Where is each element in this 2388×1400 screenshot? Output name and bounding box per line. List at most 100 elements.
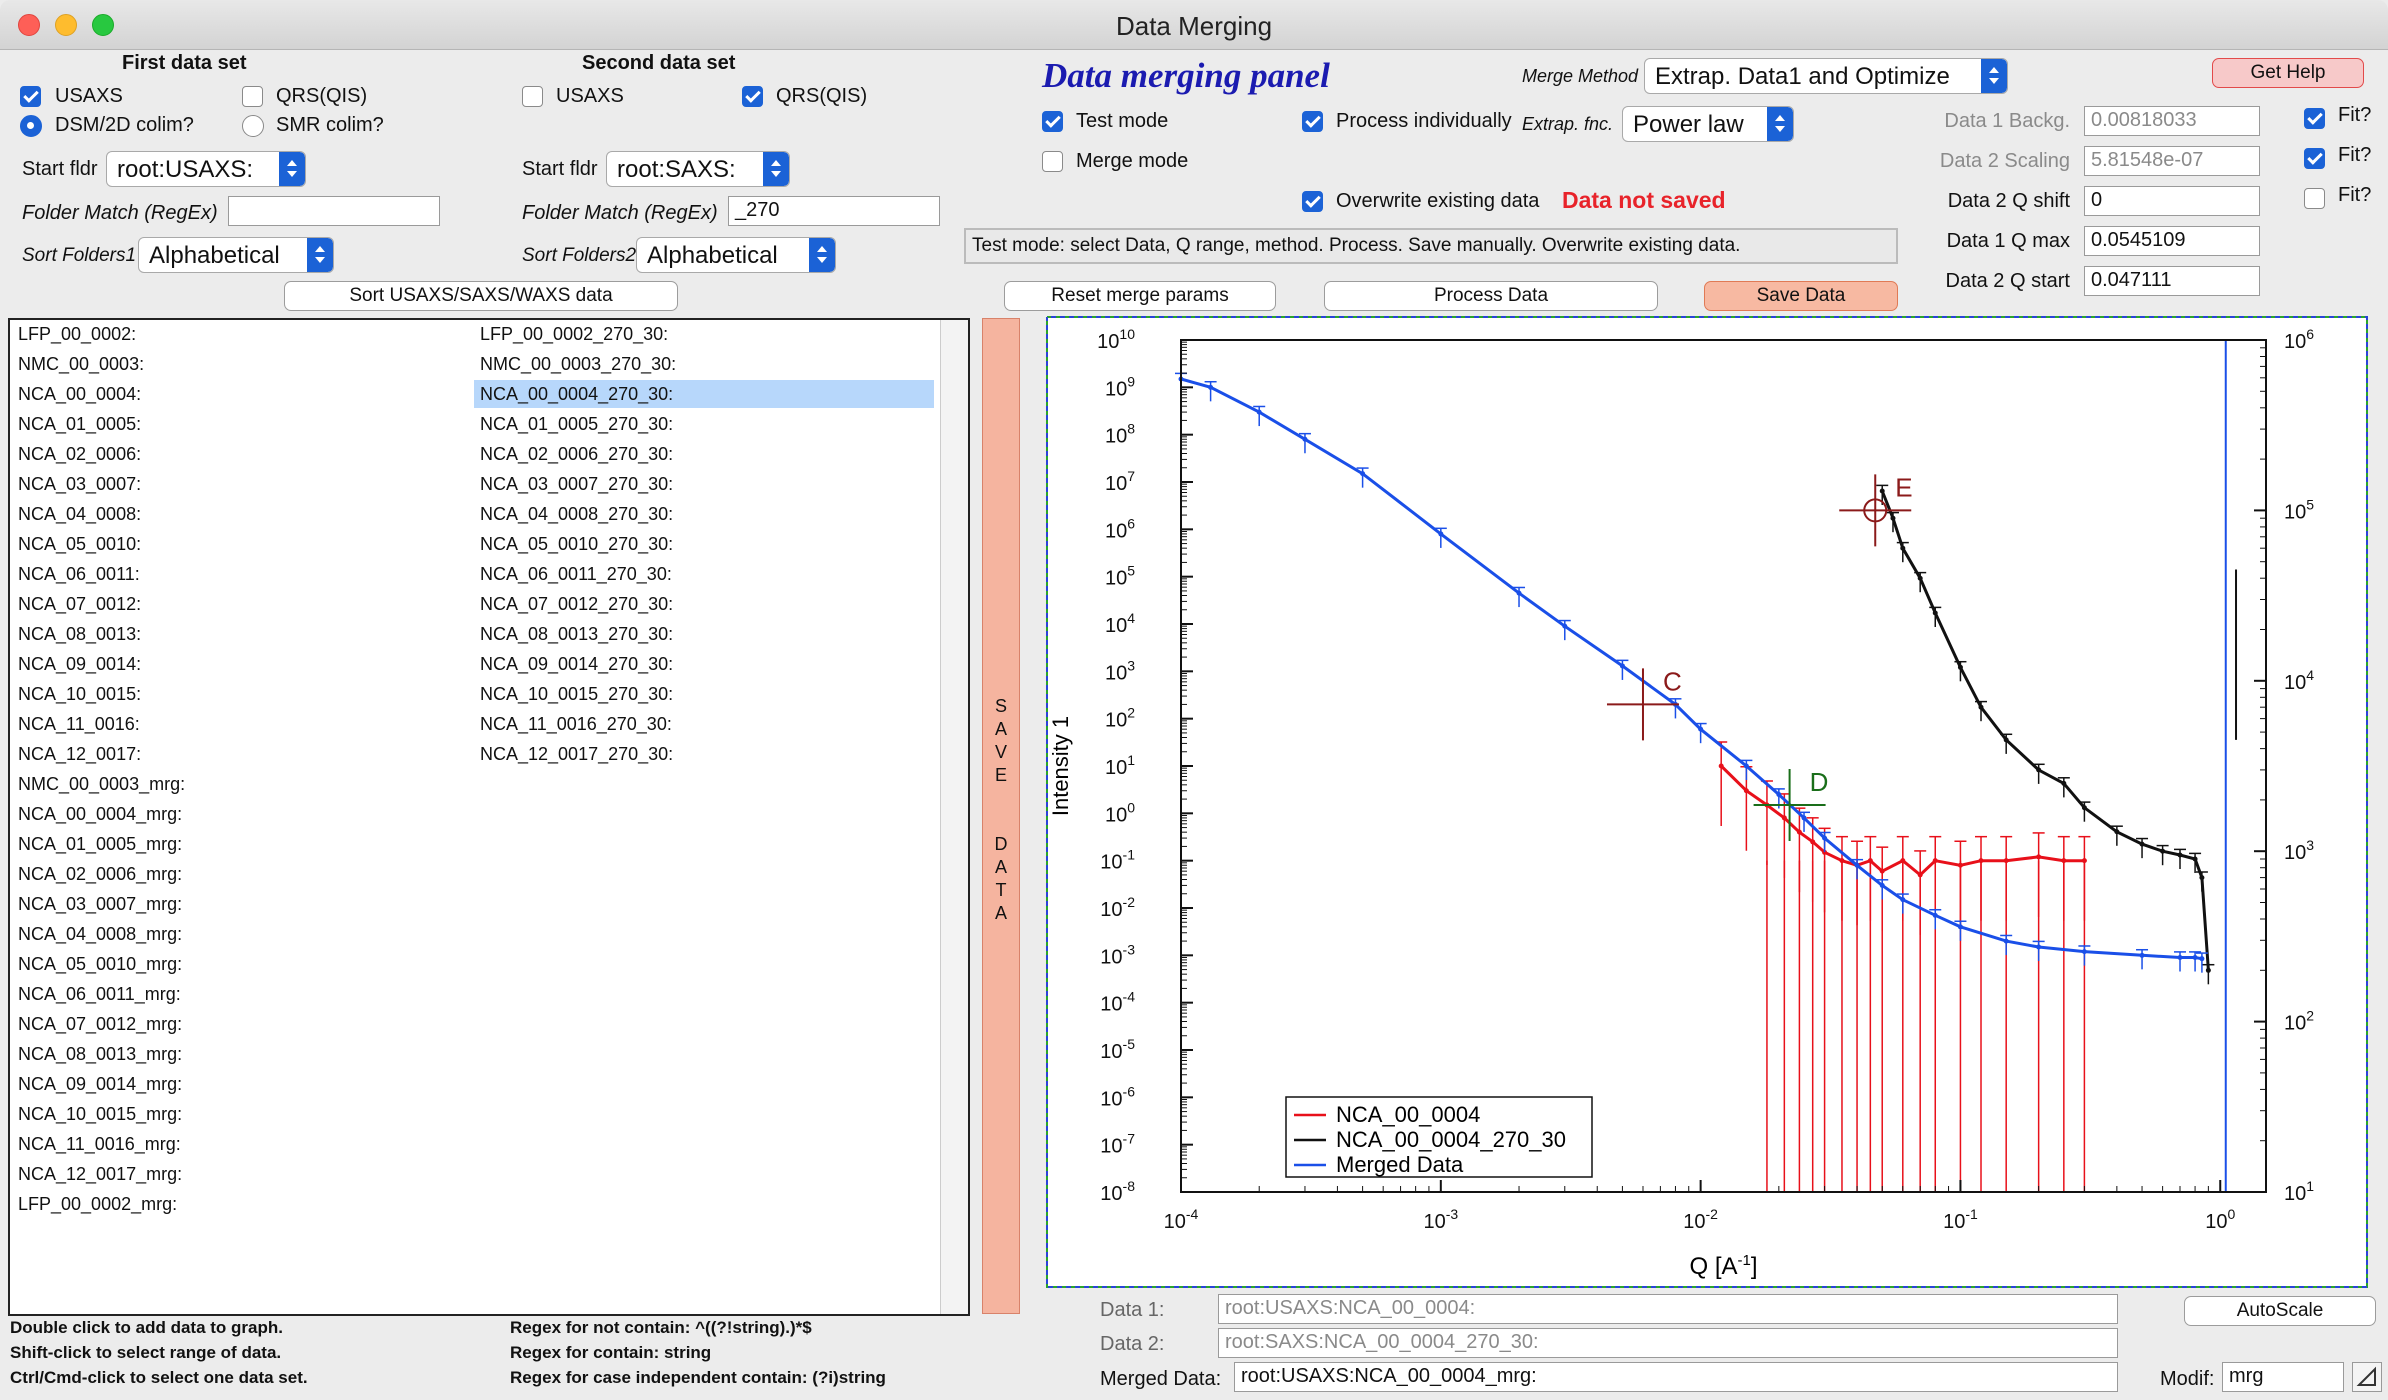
first-usaxs-checkbox[interactable] xyxy=(20,86,41,107)
smr-colim-radio[interactable] xyxy=(242,115,264,137)
list-item[interactable]: NCA_00_0004_mrg: xyxy=(18,804,183,824)
list-item[interactable]: NCA_06_0011_mrg: xyxy=(18,984,181,1004)
list-item[interactable]: NCA_07_0012_270_30: xyxy=(480,594,674,614)
sort-folders1-label: Sort Folders1 xyxy=(22,245,137,266)
list-item[interactable]: NCA_07_0012: xyxy=(18,594,142,614)
resize-grip-icon[interactable] xyxy=(2352,1362,2382,1392)
y-tick-label: 10-5 xyxy=(1100,1036,1135,1063)
second-folder-match-input[interactable]: _270 xyxy=(728,196,940,226)
first-qrs-checkbox[interactable] xyxy=(242,86,263,107)
process-data-button[interactable]: Process Data xyxy=(1324,281,1658,311)
x-tick-label: 10-2 xyxy=(1683,1206,1718,1233)
fit-checkbox[interactable] xyxy=(2304,188,2325,209)
y2-tick-label: 106 xyxy=(2284,326,2314,353)
merge-mode-label: Merge mode xyxy=(1076,150,1189,172)
second-start-fldr-select[interactable]: root:SAXS: xyxy=(606,151,790,187)
list-item[interactable]: NCA_02_0006: xyxy=(18,444,142,464)
y-tick-label: 101 xyxy=(1105,752,1135,779)
first-folder-match-input[interactable] xyxy=(228,196,440,226)
param-input[interactable]: 0.0545109 xyxy=(2084,226,2260,256)
second-qrs-checkbox[interactable] xyxy=(742,86,763,107)
dsm-colim-label: DSM/2D colim? xyxy=(55,114,194,136)
dsm-colim-radio[interactable] xyxy=(20,115,42,137)
zoom-window-button[interactable] xyxy=(92,14,114,36)
process-individually-checkbox[interactable] xyxy=(1302,111,1323,132)
fit-checkbox[interactable] xyxy=(2304,108,2325,129)
list-item[interactable]: NCA_05_0010: xyxy=(18,534,142,554)
list-item[interactable]: NCA_04_0008_270_30: xyxy=(480,504,674,524)
merge-method-value: Extrap. Data1 and Optimize xyxy=(1655,63,1950,90)
sort-folders1-select[interactable]: Alphabetical xyxy=(138,237,334,273)
list-item[interactable]: NCA_11_0016_270_30: xyxy=(480,714,672,734)
list-item[interactable]: NCA_06_0011: xyxy=(18,564,140,584)
list-item[interactable]: NCA_11_0016_mrg: xyxy=(18,1134,181,1154)
list-item[interactable]: NCA_12_0017_mrg: xyxy=(18,1164,183,1184)
extrap-fnc-select[interactable]: Power law xyxy=(1622,106,1794,142)
list-item[interactable]: LFP_00_0002_270_30: xyxy=(480,324,669,344)
list-item[interactable]: NCA_02_0006_270_30: xyxy=(480,444,674,464)
list-item[interactable]: NCA_12_0017_270_30: xyxy=(480,744,674,764)
param-input[interactable]: 0 xyxy=(2084,186,2260,216)
param-input[interactable]: 0.047111 xyxy=(2084,266,2260,296)
second-usaxs-checkbox[interactable] xyxy=(522,86,543,107)
list-item[interactable]: NCA_03_0007_270_30: xyxy=(480,474,674,494)
list-item[interactable]: NCA_06_0011_270_30: xyxy=(480,564,672,584)
sort-folders2-select[interactable]: Alphabetical xyxy=(636,237,836,273)
list-item[interactable]: NCA_00_0004_270_30: xyxy=(474,380,934,408)
list-item[interactable]: NMC_00_0003_mrg: xyxy=(18,774,186,794)
list-scrollbar[interactable] xyxy=(940,320,968,1314)
data2-field[interactable]: root:SAXS:NCA_00_0004_270_30: xyxy=(1218,1328,2118,1358)
list-item[interactable]: NCA_10_0015_mrg: xyxy=(18,1104,183,1124)
list-item[interactable]: NCA_10_0015: xyxy=(18,684,142,704)
list-item[interactable]: NCA_08_0013_mrg: xyxy=(18,1044,183,1064)
list-item[interactable]: LFP_00_0002_mrg: xyxy=(18,1194,178,1214)
save-data-button[interactable]: Save Data xyxy=(1704,281,1898,311)
list-item[interactable]: NCA_01_0005: xyxy=(18,414,142,434)
autoscale-button[interactable]: AutoScale xyxy=(2184,1296,2376,1326)
list-item[interactable]: NCA_07_0012_mrg: xyxy=(18,1014,183,1034)
data-folder-list[interactable]: LFP_00_0002: NMC_00_0003: NCA_00_0004: NCA_… xyxy=(8,318,970,1316)
chevron-updown-icon xyxy=(1981,59,2007,93)
fit-label: Fit? xyxy=(2338,144,2372,166)
merged-data-field[interactable]: root:USAXS:NCA_00_0004_mrg: xyxy=(1234,1362,2118,1392)
list-item[interactable]: LFP_00_0002: xyxy=(18,324,137,344)
reset-merge-params-button[interactable]: Reset merge params xyxy=(1004,281,1276,311)
save-vertical-letter: A xyxy=(994,719,1007,739)
list-item[interactable]: NCA_04_0008: xyxy=(18,504,142,524)
list-item[interactable]: NCA_02_0006_mrg: xyxy=(18,864,183,884)
list-item[interactable]: NCA_00_0004: xyxy=(18,384,142,404)
modif-field[interactable]: mrg xyxy=(2222,1362,2344,1392)
fit-checkbox[interactable] xyxy=(2304,148,2325,169)
list-item[interactable]: NCA_01_0005_270_30: xyxy=(480,414,674,434)
close-window-button[interactable] xyxy=(18,14,40,36)
first-start-fldr-select[interactable]: root:USAXS: xyxy=(106,151,306,187)
param-input[interactable]: 0.00818033 xyxy=(2084,106,2260,136)
list-item[interactable]: NCA_04_0008_mrg: xyxy=(18,924,183,944)
list-item[interactable]: NCA_03_0007: xyxy=(18,474,142,494)
param-input[interactable]: 5.81548e-07 xyxy=(2084,146,2260,176)
merge-method-select[interactable]: Extrap. Data1 and Optimize xyxy=(1644,58,2008,94)
test-mode-checkbox[interactable] xyxy=(1042,111,1063,132)
list-item[interactable]: NMC_00_0003: xyxy=(18,354,145,374)
list-item[interactable]: NCA_05_0010_mrg: xyxy=(18,954,183,974)
list-item[interactable]: NCA_09_0014_mrg: xyxy=(18,1074,183,1094)
list-item[interactable]: NCA_08_0013: xyxy=(18,624,142,644)
list-item[interactable]: NCA_08_0013_270_30: xyxy=(480,624,674,644)
sort-data-button[interactable]: Sort USAXS/SAXS/WAXS data xyxy=(284,281,678,311)
list-item[interactable]: NCA_12_0017: xyxy=(18,744,142,764)
data1-field[interactable]: root:USAXS:NCA_00_0004: xyxy=(1218,1294,2118,1324)
merge-mode-checkbox[interactable] xyxy=(1042,151,1063,172)
list-item[interactable]: NMC_00_0003_270_30: xyxy=(480,354,677,374)
list-item[interactable]: NCA_11_0016: xyxy=(18,714,140,734)
list-item[interactable]: NCA_05_0010_270_30: xyxy=(480,534,674,554)
list-item[interactable]: NCA_01_0005_mrg: xyxy=(18,834,183,854)
list-item[interactable]: NCA_09_0014: xyxy=(18,654,142,674)
overwrite-checkbox[interactable] xyxy=(1302,191,1323,212)
list-item[interactable]: NCA_03_0007_mrg: xyxy=(18,894,183,914)
minimize-window-button[interactable] xyxy=(55,14,77,36)
list-item[interactable]: NCA_10_0015_270_30: xyxy=(480,684,674,704)
get-help-button[interactable]: Get Help xyxy=(2212,58,2364,88)
list-item[interactable]: NCA_09_0014_270_30: xyxy=(480,654,674,674)
